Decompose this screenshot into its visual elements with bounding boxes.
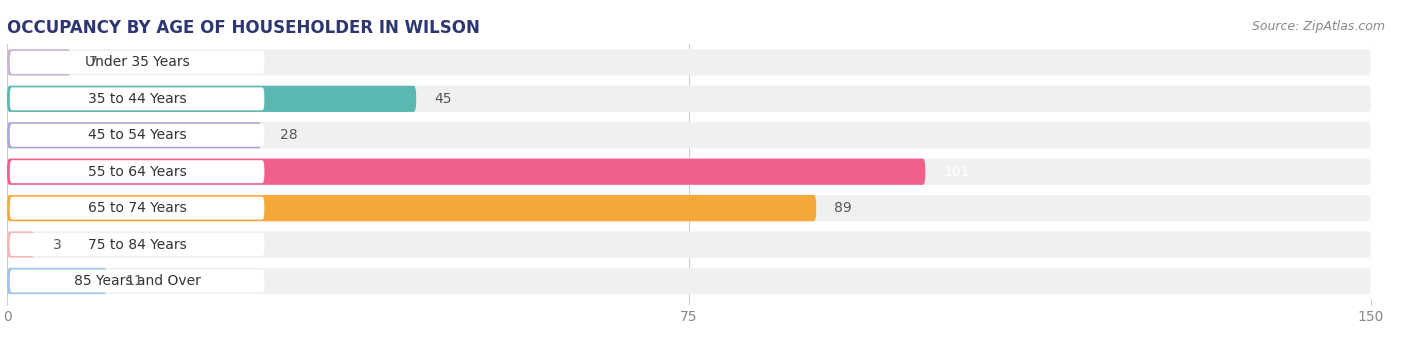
FancyBboxPatch shape: [7, 122, 1371, 148]
Text: OCCUPANCY BY AGE OF HOUSEHOLDER IN WILSON: OCCUPANCY BY AGE OF HOUSEHOLDER IN WILSO…: [7, 19, 479, 37]
Text: Under 35 Years: Under 35 Years: [84, 55, 190, 69]
Text: 3: 3: [52, 238, 62, 252]
FancyBboxPatch shape: [10, 233, 264, 256]
FancyBboxPatch shape: [10, 160, 264, 183]
FancyBboxPatch shape: [7, 49, 1371, 75]
FancyBboxPatch shape: [7, 268, 1371, 294]
FancyBboxPatch shape: [10, 51, 264, 74]
FancyBboxPatch shape: [7, 232, 1371, 258]
Text: 45 to 54 Years: 45 to 54 Years: [87, 128, 187, 142]
FancyBboxPatch shape: [7, 158, 1371, 185]
Text: 75 to 84 Years: 75 to 84 Years: [87, 238, 187, 252]
Text: 11: 11: [125, 274, 143, 288]
FancyBboxPatch shape: [10, 270, 264, 292]
FancyBboxPatch shape: [7, 195, 817, 221]
Text: Source: ZipAtlas.com: Source: ZipAtlas.com: [1251, 20, 1385, 33]
Text: 55 to 64 Years: 55 to 64 Years: [87, 165, 187, 179]
FancyBboxPatch shape: [10, 197, 264, 220]
Text: 35 to 44 Years: 35 to 44 Years: [87, 92, 187, 106]
Text: 65 to 74 Years: 65 to 74 Years: [87, 201, 187, 215]
FancyBboxPatch shape: [7, 122, 262, 148]
Text: 45: 45: [434, 92, 451, 106]
FancyBboxPatch shape: [7, 158, 925, 185]
Text: 89: 89: [834, 201, 852, 215]
Text: 28: 28: [280, 128, 298, 142]
Text: 85 Years and Over: 85 Years and Over: [73, 274, 201, 288]
FancyBboxPatch shape: [7, 86, 1371, 112]
Text: 7: 7: [89, 55, 97, 69]
FancyBboxPatch shape: [7, 195, 1371, 221]
FancyBboxPatch shape: [10, 87, 264, 110]
FancyBboxPatch shape: [7, 86, 416, 112]
Text: 101: 101: [943, 165, 970, 179]
FancyBboxPatch shape: [7, 232, 34, 258]
FancyBboxPatch shape: [7, 49, 70, 75]
FancyBboxPatch shape: [7, 268, 107, 294]
FancyBboxPatch shape: [10, 124, 264, 147]
